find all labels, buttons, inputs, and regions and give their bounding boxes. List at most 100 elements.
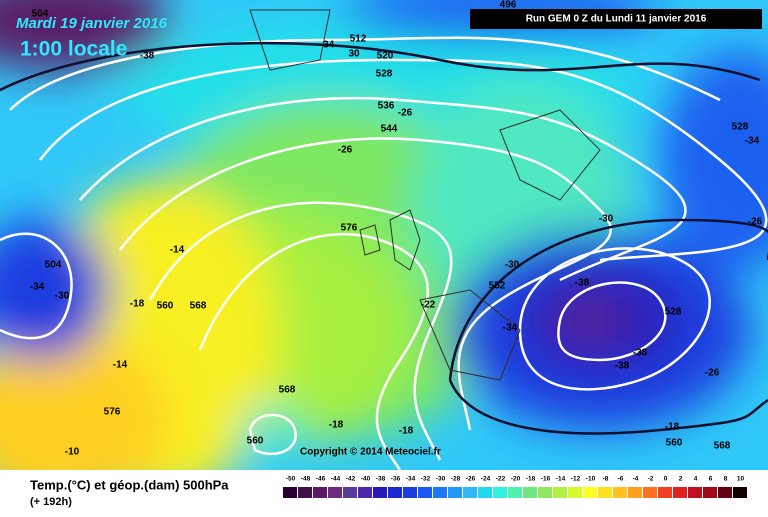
contour-label: -30	[505, 260, 520, 271]
contour-label: -38	[575, 278, 590, 289]
legend-tick-label: -42	[346, 476, 356, 483]
contour-label: 576	[341, 223, 358, 234]
contour-label: 536	[378, 101, 395, 112]
legend-tick-label: -6	[618, 476, 624, 483]
contour-label: -38	[140, 51, 155, 62]
legend-tick-label: -8	[603, 476, 609, 483]
legend-swatch	[733, 487, 747, 498]
legend-tick-label: -48	[301, 476, 311, 483]
contour-label: -30	[599, 214, 614, 225]
run-info-box	[470, 9, 762, 29]
legend-swatch	[703, 487, 717, 498]
forecast-time: 1:00 locale	[20, 38, 127, 61]
contour-label: 576	[104, 407, 121, 418]
legend-swatch	[388, 487, 402, 498]
legend-tick-label: -38	[376, 476, 386, 483]
legend-swatch	[598, 487, 612, 498]
legend-tick-label: -2	[648, 476, 654, 483]
geopotential-contours	[0, 36, 768, 470]
legend-tick-label: -46	[316, 476, 326, 483]
legend-tick-label: 8	[724, 476, 728, 483]
legend-tick-label: -50	[286, 476, 296, 483]
legend-swatch	[523, 487, 537, 498]
legend-tick-label: 6	[709, 476, 713, 483]
contour-label: -26	[338, 145, 353, 156]
contour-label: -34	[503, 323, 518, 334]
contour-label: -26	[748, 217, 763, 228]
contour-label: -34	[745, 136, 760, 147]
legend-tick-label: -4	[633, 476, 639, 483]
legend-swatch	[493, 487, 507, 498]
legend-tick-label: 2	[679, 476, 683, 483]
legend-swatch	[718, 487, 732, 498]
legend-swatch	[553, 487, 567, 498]
legend-tick-label: -32	[421, 476, 431, 483]
legend-tick-label: -20	[511, 476, 521, 483]
legend-swatch	[688, 487, 702, 498]
legend-tick-label: -18	[526, 476, 536, 483]
legend-tick-label: -14	[556, 476, 566, 483]
contour-label: -18	[399, 426, 414, 437]
contour-label: 520	[377, 51, 394, 62]
legend-swatch	[448, 487, 462, 498]
legend-swatch	[403, 487, 417, 498]
legend-swatch	[628, 487, 642, 498]
contour-label: 560	[157, 301, 174, 312]
contour-label: -10	[65, 447, 80, 458]
contour-label: -18	[329, 420, 344, 431]
legend-swatch	[568, 487, 582, 498]
legend-swatch	[433, 487, 447, 498]
legend-tick-label: -28	[451, 476, 461, 483]
legend-swatch	[508, 487, 522, 498]
contour-label: -38	[633, 348, 648, 359]
color-legend: -50 -48 -46 -44 -42 -40 -38 -36 -34 -32 -30 -28 -26-…	[283, 476, 747, 498]
legend-tick-label: -22	[496, 476, 506, 483]
contour-label: -26	[398, 108, 413, 119]
contour-label: -18	[130, 299, 145, 310]
legend-tick-label: 0	[664, 476, 668, 483]
legend-swatch	[373, 487, 387, 498]
legend-swatch	[283, 487, 297, 498]
lead-time: (+ 192h)	[30, 496, 72, 508]
legend-swatch	[673, 487, 687, 498]
copyright: Copyright © 2014 Meteociel.fr	[300, 447, 441, 458]
contour-label: 552	[489, 281, 506, 292]
contour-label: 528	[732, 122, 749, 133]
legend-swatch	[538, 487, 552, 498]
legend-tick-label: -24	[481, 476, 491, 483]
run-info: Run GEM 0 Z du Lundi 11 janvier 2016	[526, 14, 707, 25]
contour-label: -14	[113, 360, 128, 371]
legend-swatch	[463, 487, 477, 498]
contour-label: -18	[665, 422, 680, 433]
contour-label: 528	[376, 69, 393, 80]
contour-label: 568	[714, 441, 731, 452]
contour-label: -38	[615, 361, 630, 372]
legend-swatch	[328, 487, 342, 498]
legend-tick-label: -12	[571, 476, 581, 483]
legend-tick-label: -36	[391, 476, 401, 483]
legend-tick-label: -16	[541, 476, 551, 483]
contour-label: 30	[348, 49, 360, 60]
legend-swatch	[583, 487, 597, 498]
legend-swatch	[313, 487, 327, 498]
coastlines	[249, 9, 601, 381]
contour-label: -34	[320, 40, 335, 51]
forecast-date: Mardi 19 janvier 2016	[16, 15, 168, 32]
contour-label: 504	[45, 260, 62, 271]
contour-label: -22	[421, 300, 436, 311]
legend-swatch	[613, 487, 627, 498]
chart-title: Temp.(°C) et géop.(dam) 500hPa	[30, 477, 229, 492]
contour-label: -26	[705, 368, 720, 379]
contour-label: 504	[32, 9, 49, 20]
zero-line-contours	[0, 41, 768, 435]
legend-tick-label: 4	[694, 476, 698, 483]
contour-label: 512	[350, 34, 367, 45]
contour-label: 568	[279, 385, 296, 396]
legend-swatch	[643, 487, 657, 498]
legend-tick-label: -30	[436, 476, 446, 483]
legend-swatch	[298, 487, 312, 498]
contour-label: 568	[190, 301, 207, 312]
contour-label: 544	[381, 124, 398, 135]
legend-swatch	[418, 487, 432, 498]
